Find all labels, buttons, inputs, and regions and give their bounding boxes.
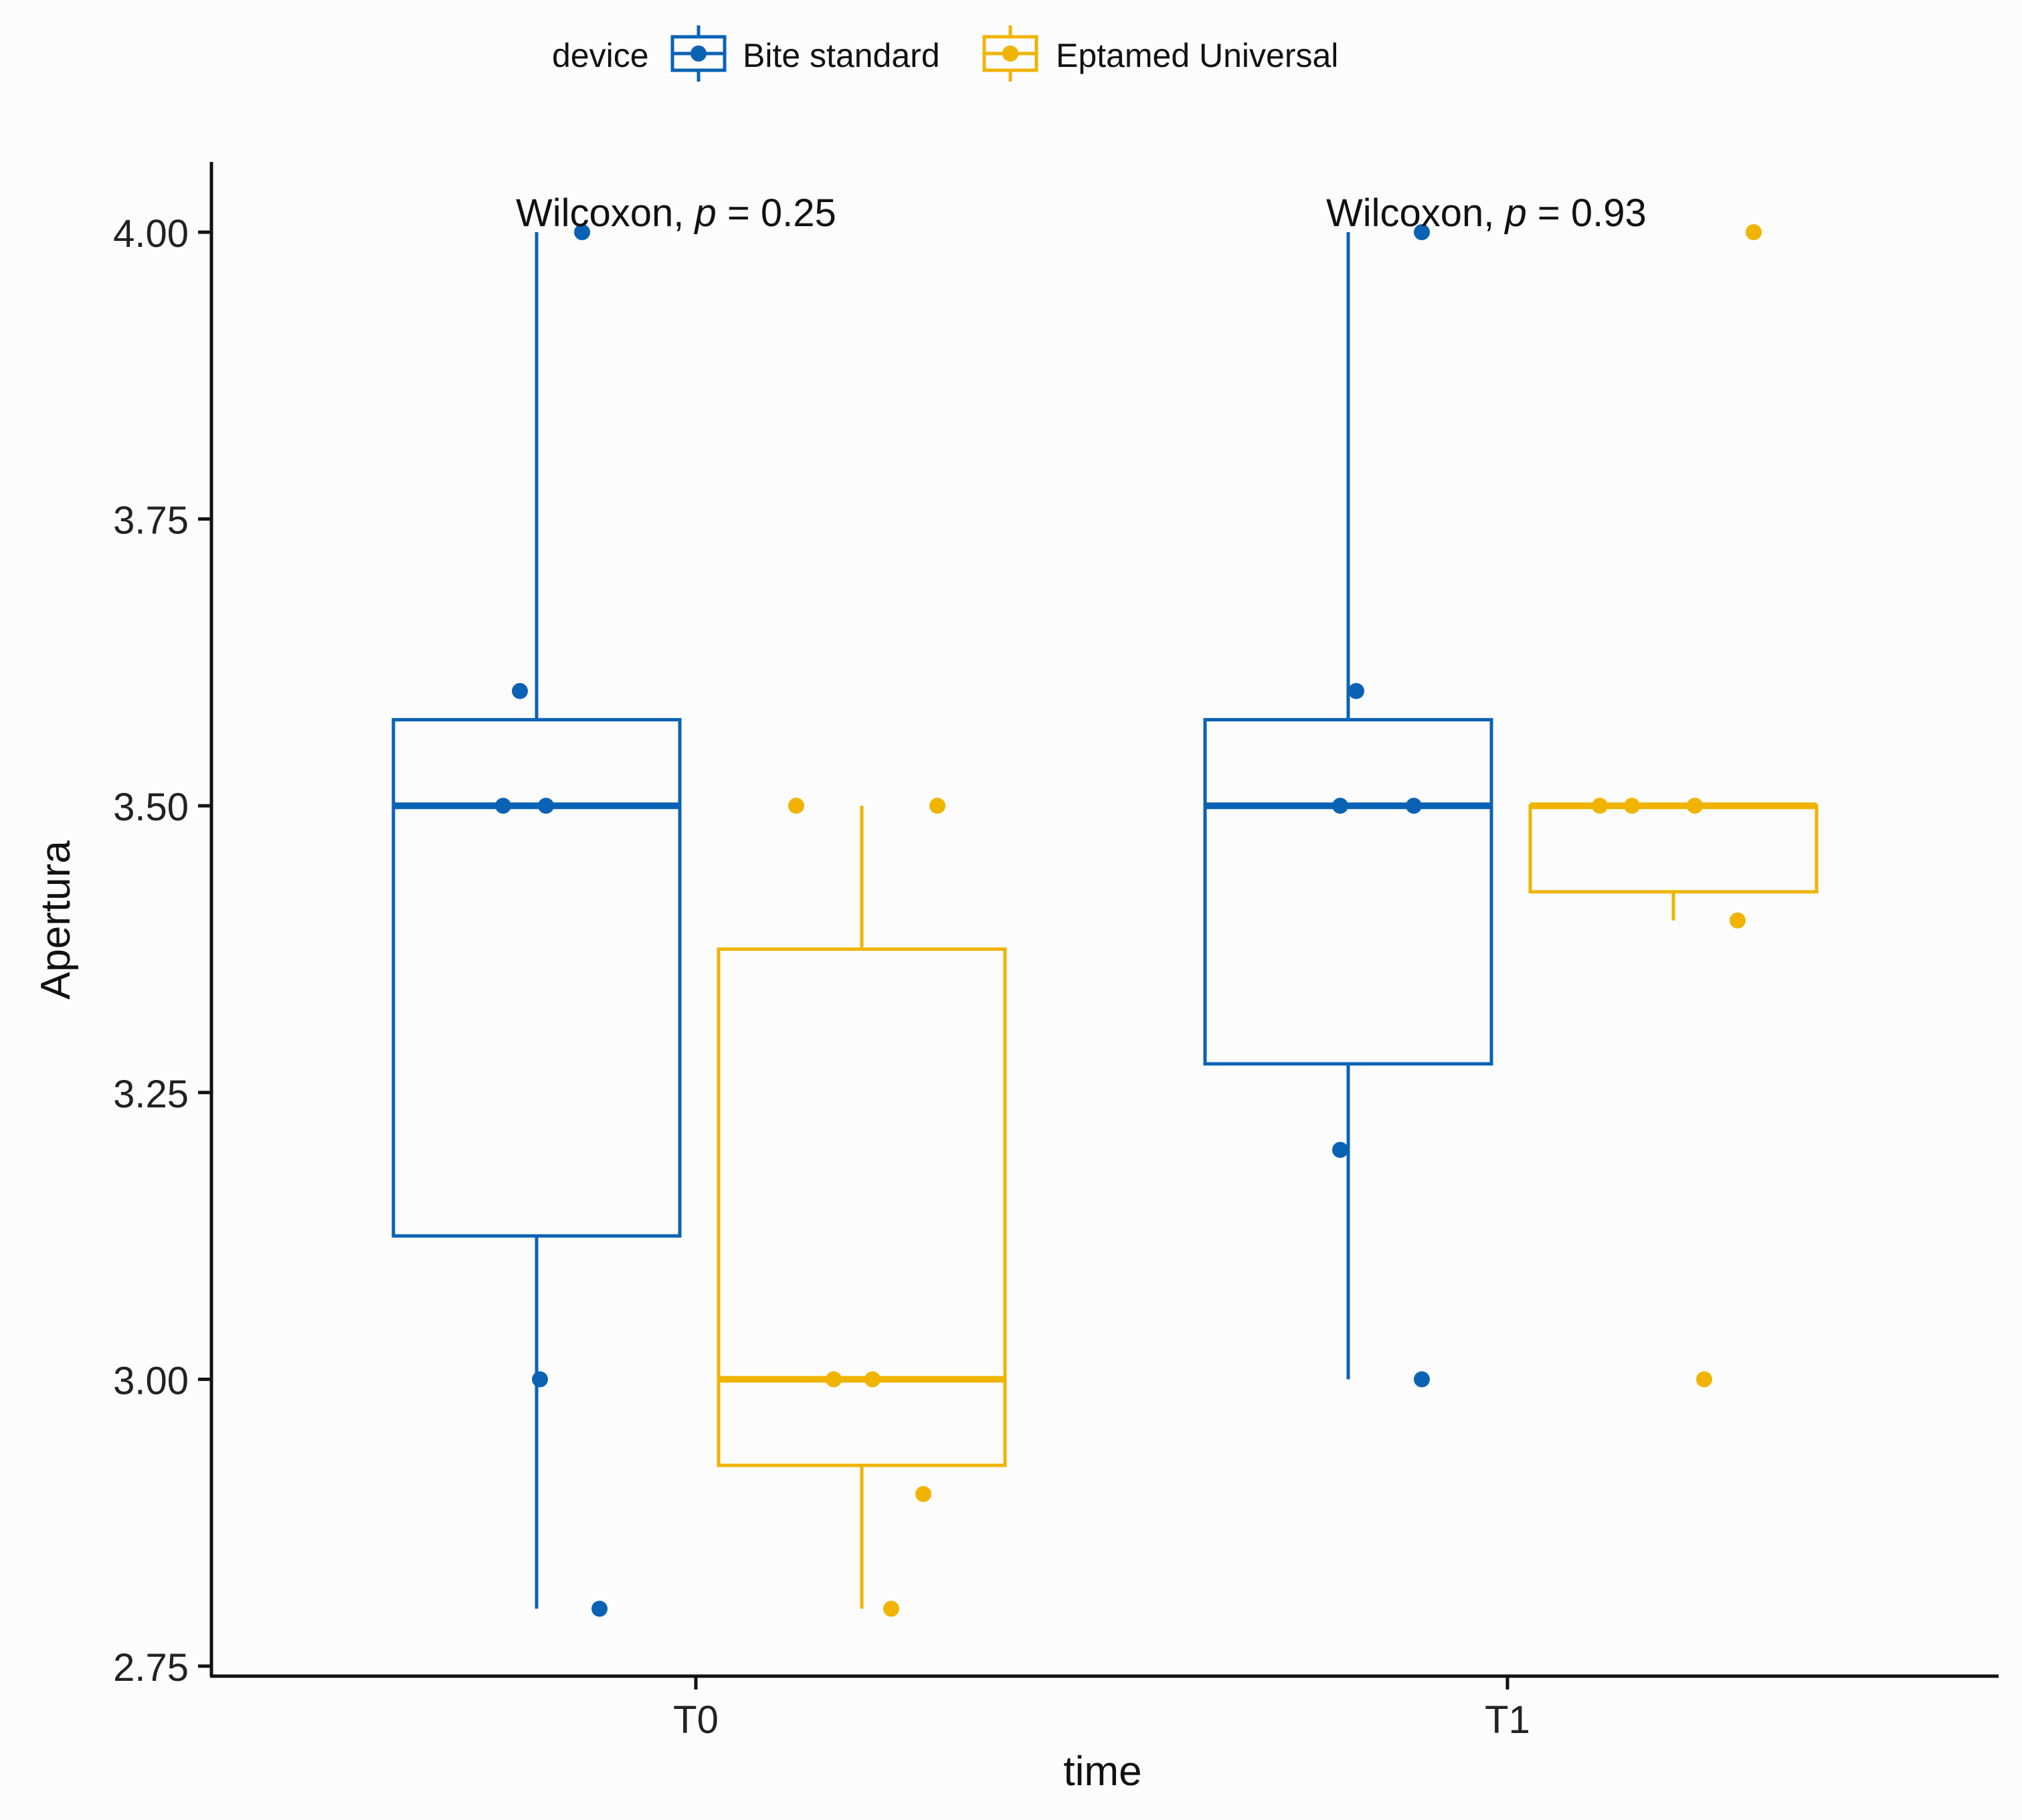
y-axis-title: Apertura [33, 840, 79, 1000]
data-point [1746, 224, 1762, 240]
box-iqr [1528, 804, 1819, 894]
box-iqr [1203, 718, 1493, 1066]
legend-label-bite-standard: Bite standard [743, 37, 940, 74]
data-point [1414, 1371, 1430, 1388]
y-tick-label: 3.50 [113, 786, 189, 829]
data-point [532, 1371, 548, 1388]
x-ticks: T0 T1 [673, 1676, 1530, 1742]
box-groups [391, 232, 1819, 1609]
data-point [1414, 224, 1430, 240]
y-tick-label: 3.25 [113, 1073, 189, 1116]
p-value-annotations: Wilcoxon, p = 0.25 Wilcoxon, p = 0.93 [516, 191, 1647, 235]
y-axis: 2.75 3.00 3.25 3.50 3.75 4.00 [113, 162, 213, 1690]
data-point [1696, 1371, 1712, 1388]
data-point [864, 1371, 881, 1388]
legend-title: device [552, 37, 649, 74]
data-point [574, 224, 590, 240]
data-point [826, 1371, 842, 1388]
data-point [1406, 798, 1422, 814]
x-axis-title: time [1063, 1748, 1141, 1795]
box-eptamed-universal-T0 [717, 806, 1007, 1609]
y-tick-label: 2.75 [113, 1646, 189, 1690]
x-tick-label: T0 [673, 1698, 719, 1742]
y-tick-label: 3.75 [113, 499, 189, 543]
x-axis: T0 T1 [210, 1674, 1999, 1742]
data-point [883, 1601, 899, 1617]
p-value-annotation: Wilcoxon, p = 0.93 [1326, 191, 1647, 235]
legend-label-eptamed-universal: Eptamed Universal [1056, 37, 1338, 74]
data-point [915, 1485, 931, 1502]
p-value-annotation: Wilcoxon, p = 0.25 [516, 191, 836, 235]
legend-key-eptamed-universal [982, 25, 1038, 82]
data-point [788, 798, 804, 814]
data-point [929, 798, 945, 814]
box-iqr [391, 718, 682, 1238]
data-point [1730, 912, 1746, 929]
data-point [538, 798, 554, 814]
x-tick-label: T1 [1485, 1698, 1530, 1742]
data-point [1332, 798, 1348, 814]
data-point [591, 1601, 608, 1617]
data-points [495, 224, 1762, 1617]
box-iqr [717, 947, 1007, 1467]
data-point [1348, 682, 1364, 699]
legend-key-bite-standard [670, 25, 727, 82]
data-point [1332, 1142, 1348, 1158]
box-eptamed-universal-T1 [1528, 802, 1819, 921]
legend-key-bite-standard-dot [691, 46, 707, 62]
data-point [495, 798, 511, 814]
legend: device Bite standard Eptamed Universal [552, 25, 1338, 82]
legend-key-eptamed-universal-dot [1002, 46, 1018, 62]
data-point [512, 682, 528, 699]
y-ticks: 2.75 3.00 3.25 3.50 3.75 4.00 [113, 212, 211, 1690]
y-tick-label: 4.00 [113, 212, 189, 256]
data-point [1624, 798, 1640, 814]
data-point [1592, 798, 1608, 814]
y-tick-label: 3.00 [113, 1359, 189, 1402]
box-bite-standard-T0 [391, 232, 682, 1609]
data-point [1687, 798, 1703, 814]
